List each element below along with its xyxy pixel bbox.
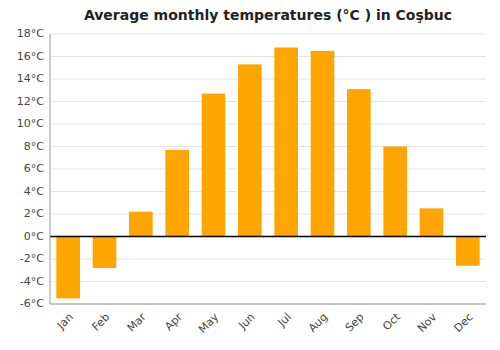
y-axis-line	[50, 34, 51, 304]
x-tick-label: Jul	[275, 311, 294, 330]
bar	[347, 89, 371, 236]
y-tick-label: 6°C	[24, 162, 44, 175]
bar	[129, 212, 153, 237]
y-tick-label: -2°C	[20, 252, 44, 265]
grid-line	[50, 146, 486, 147]
y-tick-label: 8°C	[24, 140, 44, 153]
grid-line	[50, 191, 486, 192]
y-tick-label: 16°C	[17, 50, 44, 63]
x-ticks: Jan Feb Mar Apr May Jun Jul Aug Sep Oct Nov Dec	[54, 310, 476, 336]
y-tick-label: 10°C	[17, 117, 44, 130]
bar	[420, 208, 444, 236]
grid-line	[50, 124, 486, 125]
x-tick-label: Dec	[451, 311, 475, 335]
y-tick-label: 4°C	[24, 185, 44, 198]
x-axis-line	[50, 304, 486, 305]
y-tick-label: 18°C	[17, 27, 44, 40]
x-tick-label: Aug	[306, 311, 330, 335]
y-tick-label: 2°C	[24, 207, 44, 220]
bars	[56, 48, 479, 299]
bar	[311, 51, 335, 237]
y-ticks: -6°C -4°C -2°C 0°C 2°C 4°C 6°C 8°C 10°C 12°C 14°C 1…	[17, 27, 44, 310]
y-tick-label: -6°C	[20, 297, 44, 310]
y-tick-label: -4°C	[20, 275, 44, 288]
chart: Average monthly temperatures (°C ) in Co…	[0, 0, 500, 350]
bar	[383, 147, 407, 237]
x-tick-label: Mar	[125, 310, 149, 334]
grid-line	[50, 281, 486, 282]
grid-line	[50, 34, 486, 35]
x-tick-label: May	[196, 310, 222, 336]
chart-container: Average monthly temperatures (°C ) in Co…	[0, 0, 500, 350]
x-tick-label: Feb	[89, 311, 112, 334]
bar	[274, 48, 298, 237]
zero-line	[50, 236, 486, 238]
x-tick-label: Nov	[415, 310, 440, 335]
bar	[56, 237, 80, 299]
bar	[202, 94, 226, 237]
bar	[165, 150, 189, 237]
bar	[238, 64, 262, 236]
grid-line	[50, 304, 486, 305]
bar	[93, 237, 117, 269]
title: Average monthly temperatures (°C ) in Co…	[84, 7, 452, 23]
grid-line	[50, 236, 486, 237]
x-tick-label: Sep	[343, 311, 367, 335]
y-tick-label: 0°C	[24, 230, 44, 243]
grid-line	[50, 79, 486, 80]
grid-line	[50, 56, 486, 57]
y-tick-label: 14°C	[17, 72, 44, 85]
grid-line	[50, 169, 486, 170]
grid	[50, 34, 486, 304]
bar	[456, 237, 480, 266]
x-tick-label: Oct	[380, 310, 403, 333]
grid-line	[50, 101, 486, 102]
y-tick-label: 12°C	[17, 95, 44, 108]
x-tick-label: Jun	[236, 311, 258, 333]
x-tick-label: Jan	[54, 311, 76, 333]
x-tick-label: Apr	[162, 310, 185, 333]
